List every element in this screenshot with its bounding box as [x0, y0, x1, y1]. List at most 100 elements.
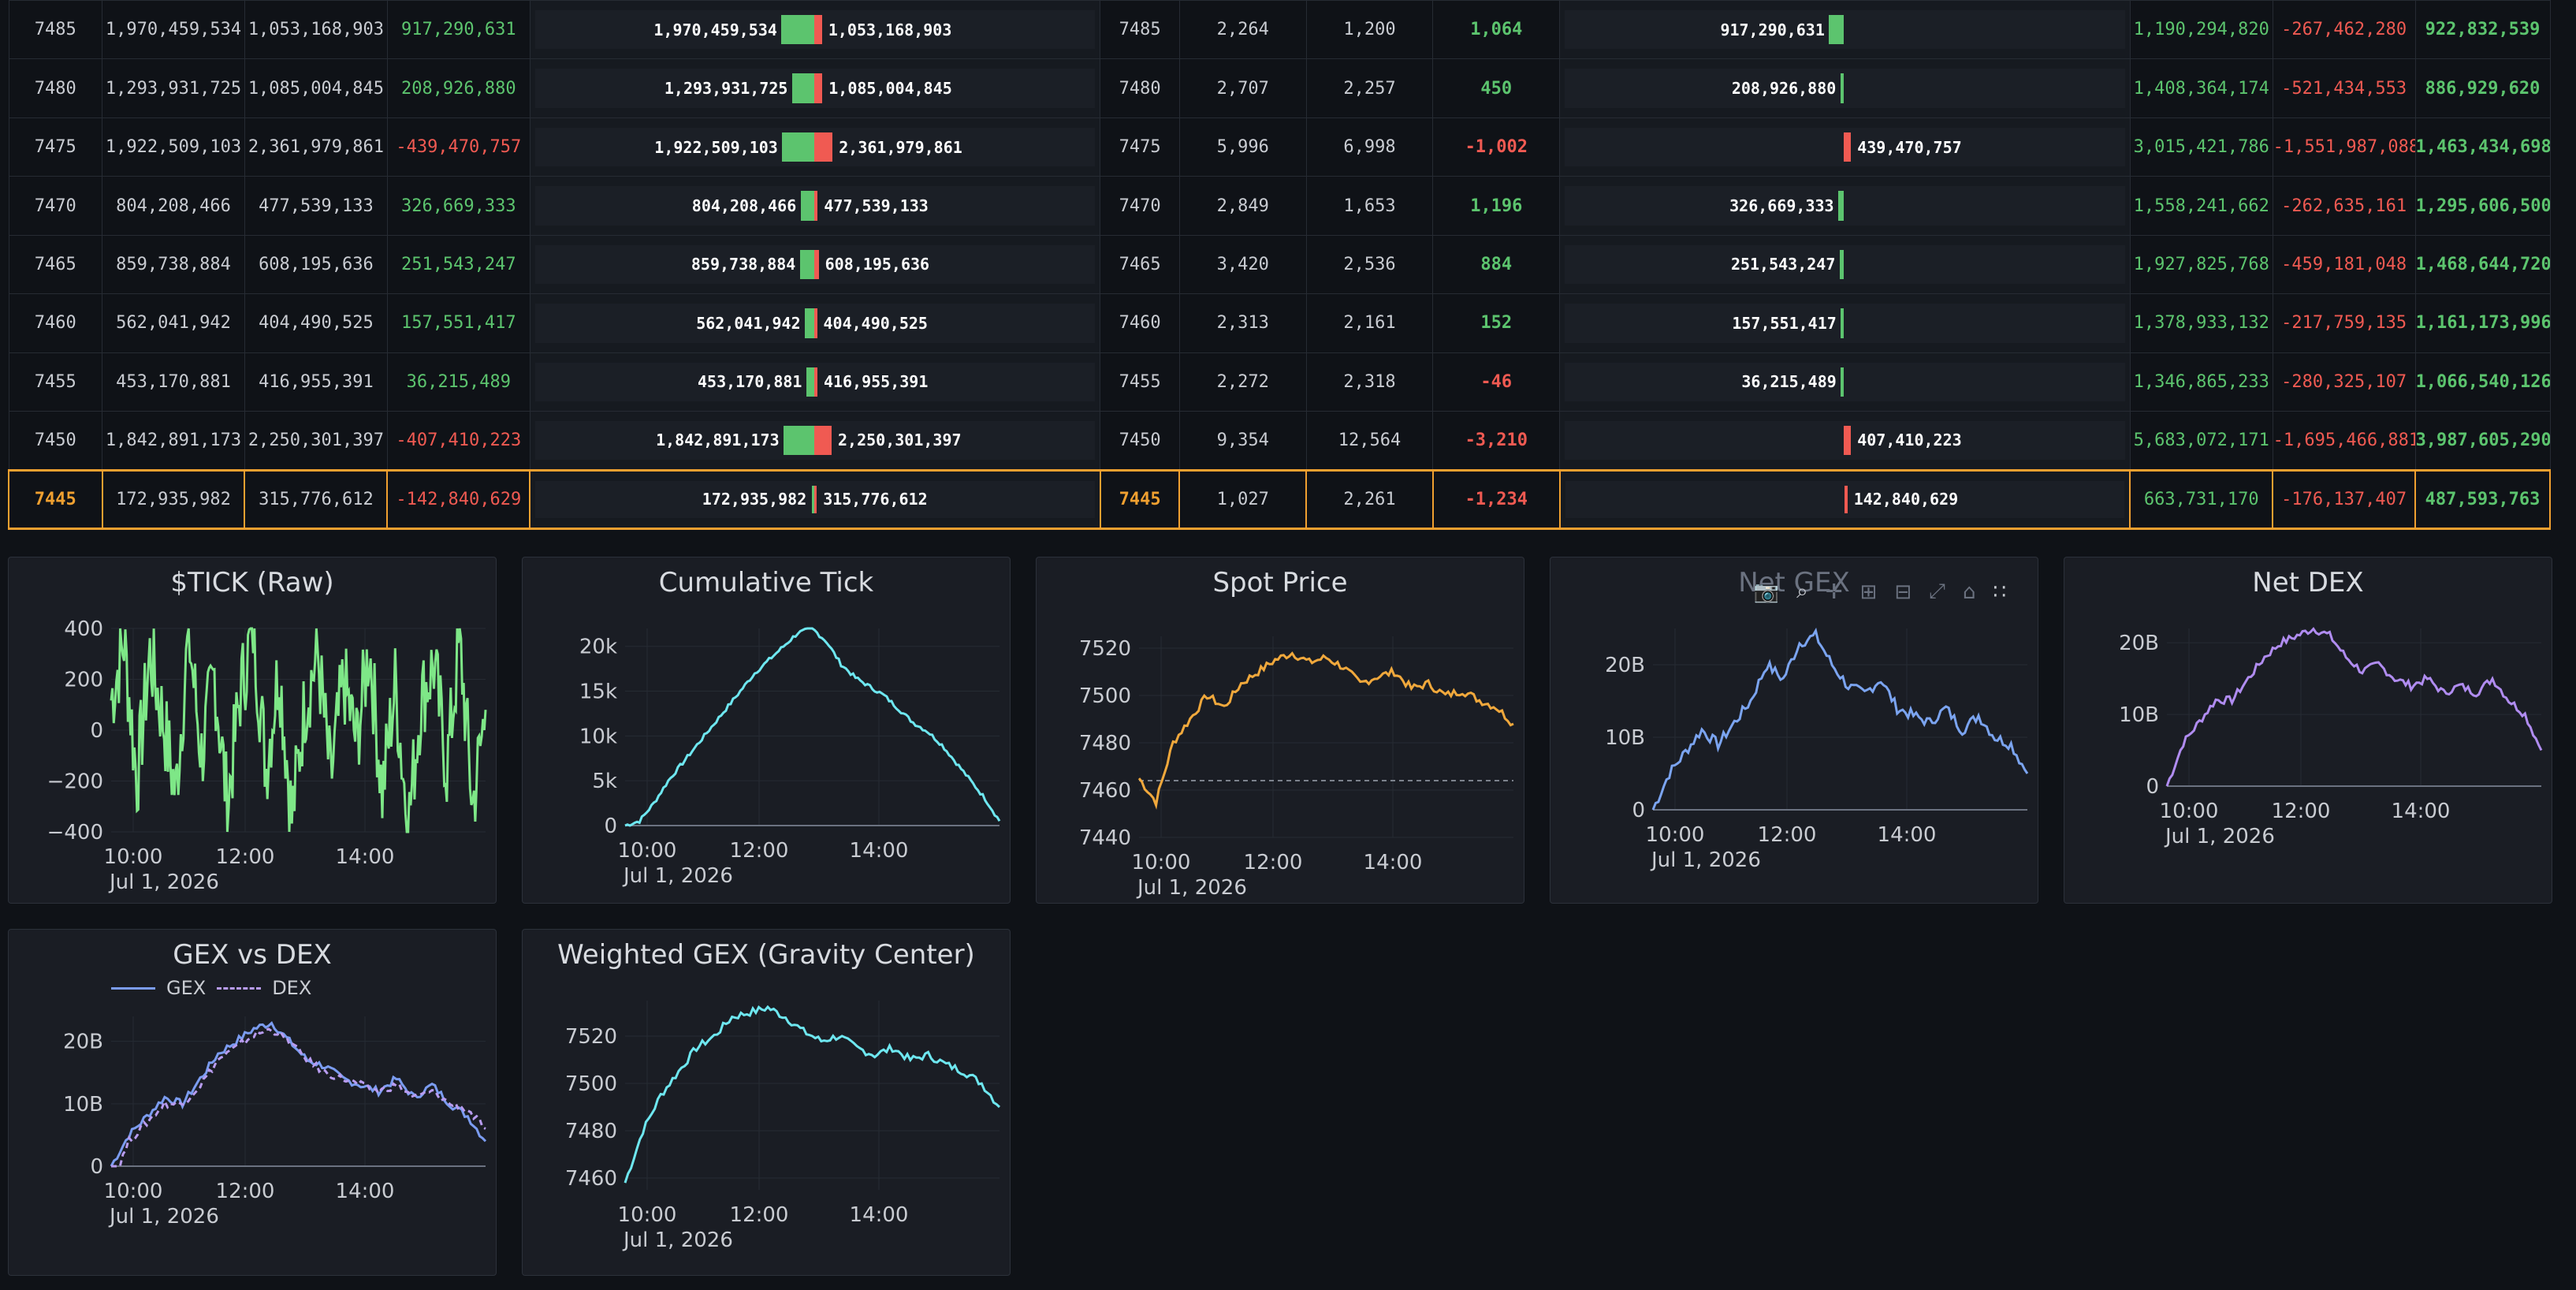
net-value-cell: 917,290,631	[386, 0, 530, 60]
gex-legend-label[interactable]: GEX	[166, 977, 207, 999]
date-label: Jul 1, 2026	[1650, 848, 1761, 872]
net-total-cell: 1,066,540,126	[2414, 352, 2551, 412]
call-volume-cell: 2,707	[1178, 58, 1307, 118]
y-tick-label: 200	[64, 669, 103, 692]
strike-cell-2: 7485	[1100, 0, 1180, 60]
plotly-logo-icon[interactable]: ∷	[1993, 580, 2006, 604]
cum-panel[interactable]: Cumulative Tick 20k 15k 10k 5k 0 10:00 12:00 14…	[522, 557, 1011, 904]
table-row: 7460 562,041,942 404,490,525 157,551,417 562…	[8, 293, 2551, 353]
call-value-cell: 859,738,884	[102, 234, 245, 295]
call-volume-cell: 1,027	[1178, 468, 1308, 530]
positive-total-cell: 3,015,421,786	[2129, 117, 2273, 177]
put-bar-label: 1,085,004,845	[828, 79, 952, 99]
gex-bar-cell: 439,470,757	[1559, 117, 2131, 177]
gex-bar	[1838, 191, 1845, 221]
gex-bar-cell: 326,669,333	[1559, 176, 2131, 236]
modebar: 📷 ⌕ ✛ ⊞ ⊟ ⤢ ⌂ ∷	[1754, 580, 2006, 604]
y-tick-label: 10k	[579, 725, 617, 748]
options-table: 7485 1,970,459,534 1,053,168,903 917,290,63…	[8, 0, 2551, 530]
gex-bar-label: 142,840,629	[1853, 490, 1959, 509]
net-volume-cell: 1,196	[1432, 176, 1561, 236]
dex-panel[interactable]: Net DEX 20B 10B 0 10:00 12:00 14:00 Jul 1, 202…	[2064, 557, 2552, 904]
strike-cell: 7485	[8, 0, 103, 60]
gex-chart[interactable]: 20B 10B 010:00 12:00 14:00 Jul 1, 2026	[1550, 557, 2039, 904]
gvd-legend[interactable]: GEX DEX	[111, 977, 311, 999]
pan-icon[interactable]: ✛	[1825, 580, 1843, 604]
gex-bar-cell: 157,551,417	[1559, 293, 2131, 353]
put-value-cell: 416,955,391	[244, 352, 388, 412]
zoom-out-icon[interactable]: ⊟	[1894, 580, 1912, 604]
negative-total-cell: -262,635,161	[2272, 176, 2416, 236]
net-volume-cell: 152	[1432, 293, 1561, 353]
put-bar	[813, 249, 819, 280]
dex-chart[interactable]: 20B 10B 010:00 12:00 14:00 Jul 1, 2026	[2064, 557, 2553, 904]
call-bar-label: 1,970,459,534	[653, 20, 777, 39]
net-volume-cell: 884	[1432, 234, 1561, 295]
x-tick-label: 14:00	[850, 839, 909, 863]
call-volume-cell: 2,272	[1178, 352, 1307, 412]
gex-bar-label: 157,551,417	[1732, 313, 1837, 333]
gvd-title: GEX vs DEX	[173, 939, 332, 971]
net-volume-cell: -1,234	[1431, 468, 1561, 530]
y-tick-label: 20k	[579, 636, 617, 659]
gex-bar-label: 917,290,631	[1720, 20, 1825, 39]
series-line	[110, 1020, 487, 1167]
camera-icon[interactable]: 📷	[1753, 580, 1780, 604]
zoom-icon[interactable]: ⌕	[1796, 580, 1808, 603]
call-volume-cell: 2,849	[1178, 176, 1307, 236]
wgex-title: Weighted GEX (Gravity Center)	[557, 939, 975, 971]
strike-cell: 7450	[8, 411, 103, 471]
gvd-panel[interactable]: GEX vs DEX GEX DEX 20B 10B 0 10:00 12:00 14:0…	[8, 929, 497, 1276]
put-bar	[814, 485, 817, 513]
y-tick-label: 7440	[1079, 826, 1131, 850]
table-row: 7470 804,208,466 477,539,133 326,669,333 804…	[8, 176, 2551, 236]
call-value-cell: 453,170,881	[102, 352, 245, 412]
gvd-chart[interactable]: 20B 10B 010:00 12:00 14:00 Jul 1, 2026	[9, 930, 497, 1277]
call-put-bar-cell: 1,842,891,173 2,250,301,397	[529, 411, 1101, 471]
home-icon[interactable]: ⌂	[1962, 580, 1976, 604]
gex-bar-cell: 142,840,629	[1558, 468, 2131, 530]
net-total-cell: 487,593,763	[2414, 468, 2551, 530]
strike-cell-2: 7475	[1100, 117, 1180, 177]
call-bar	[806, 367, 814, 397]
gex-bar-label: 251,543,247	[1730, 255, 1836, 274]
put-bar-label: 2,361,979,861	[839, 137, 962, 157]
net-value-cell: -439,470,757	[386, 117, 530, 177]
call-bar-label: 1,842,891,173	[656, 431, 780, 450]
gex-panel[interactable]: Net GEX 20B 10B 0 10:00 12:00 14:00 Jul 1, 202…	[1550, 557, 2038, 904]
gex-bar	[1844, 132, 1852, 162]
tick-panel[interactable]: $TICK (Raw) 400 200 0 −200 −400 10:00 12:00 14:…	[8, 557, 497, 904]
y-tick-label: 7520	[565, 1025, 617, 1049]
dex-legend-label[interactable]: DEX	[272, 977, 312, 999]
cum-chart[interactable]: 20k 15k 10k 5k 010:00 12:00 14:00 Jul 1, 2026	[523, 557, 1011, 904]
put-bar-label: 477,539,133	[824, 196, 929, 216]
y-tick-label: 15k	[579, 680, 617, 704]
zoom-in-icon[interactable]: ⊞	[1859, 580, 1878, 604]
put-bar-label: 2,250,301,397	[838, 431, 962, 450]
call-put-bar-cell: 804,208,466 477,539,133	[529, 176, 1101, 236]
strike-cell: 7465	[8, 234, 103, 295]
x-tick-label: 14:00	[850, 1203, 909, 1227]
net-volume-cell: -1,002	[1432, 117, 1561, 177]
gex-bar-label: 326,669,333	[1729, 196, 1834, 216]
put-bar-label: 608,195,636	[825, 255, 930, 274]
y-tick-label: 7500	[1079, 684, 1131, 708]
negative-total-cell: -280,325,107	[2272, 352, 2416, 412]
wgex-panel[interactable]: Weighted GEX (Gravity Center) 7520 7500 74…	[522, 929, 1011, 1276]
autoscale-icon[interactable]: ⤢	[1929, 580, 1945, 603]
x-tick-label: 14:00	[2392, 800, 2451, 823]
put-volume-cell: 2,161	[1305, 293, 1434, 353]
table-row: 7475 1,922,509,103 2,361,979,861 -439,470,7…	[8, 117, 2551, 177]
x-tick-label: 12:00	[216, 845, 275, 869]
spot-panel[interactable]: Spot Price 7520 7500 7480 7460 7440 10:00 12:0…	[1036, 557, 1524, 904]
call-value-cell: 1,970,459,534	[102, 0, 245, 60]
x-tick-label: 10:00	[618, 1203, 677, 1227]
put-value-cell: 1,053,168,903	[244, 0, 388, 60]
gex-bar-cell: 917,290,631	[1559, 0, 2131, 60]
y-tick-label: 7500	[565, 1072, 617, 1096]
put-volume-cell: 2,536	[1305, 234, 1434, 295]
put-volume-cell: 2,261	[1305, 468, 1434, 530]
